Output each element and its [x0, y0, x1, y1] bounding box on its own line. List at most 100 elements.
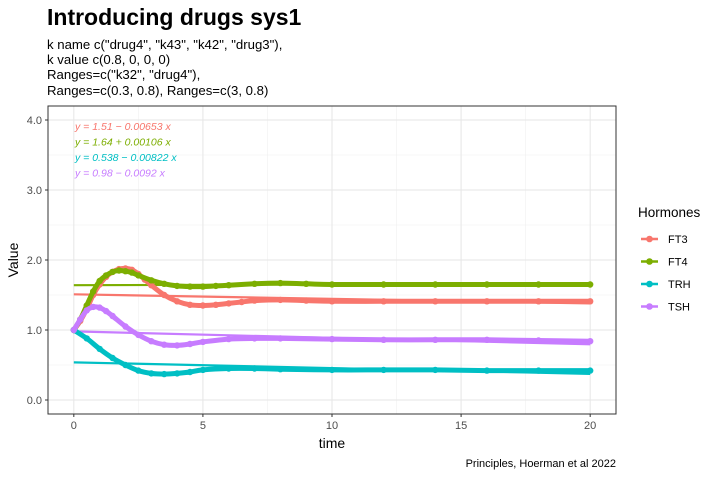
data-point-ft3: [251, 297, 258, 304]
data-point-ft4: [122, 268, 129, 275]
data-point-tsh: [96, 304, 103, 311]
x-tick-label: 10: [326, 420, 338, 432]
data-point-ft3: [173, 298, 181, 305]
legend: Hormones FT3 FT4 TRH TSH: [638, 205, 701, 314]
data-point-ft4: [586, 281, 594, 288]
data-point-trh: [122, 361, 129, 369]
legend-title: Hormones: [638, 205, 701, 220]
data-point-tsh: [89, 303, 97, 311]
data-point-tsh: [483, 336, 491, 343]
data-point-tsh: [102, 307, 110, 315]
data-point-tsh: [77, 316, 84, 323]
y-tick-label: 2.0: [27, 255, 42, 267]
data-point-trh: [148, 370, 155, 377]
x-tick-label: 5: [200, 420, 206, 432]
data-point-ft4: [225, 282, 232, 289]
data-point-ft4: [109, 268, 116, 276]
data-point-trh: [380, 366, 387, 374]
legend-key-dot: [646, 280, 653, 288]
data-point-ft3: [225, 300, 232, 307]
data-point-tsh: [328, 335, 336, 343]
data-point-tsh: [109, 312, 116, 320]
data-point-ft3: [302, 297, 310, 304]
data-point-ft4: [302, 280, 310, 287]
data-point-ft3: [238, 298, 245, 306]
data-point-ft4: [89, 288, 97, 295]
legend-key-dot: [646, 235, 653, 243]
axes: 0 5 10 15 20 0.0 1.0 2.0 3.0 4.0 time Value: [5, 115, 596, 451]
data-point-trh: [277, 366, 284, 373]
data-point-ft3: [186, 301, 194, 308]
data-point-ft4: [432, 281, 439, 288]
data-point-ft4: [135, 272, 142, 279]
subtitle-line: Ranges=c("k32", "drug4"),: [47, 67, 201, 83]
y-tick-label: 0.0: [27, 395, 42, 407]
subtitle-line: Ranges=c(0.3, 0.8), Ranges=c(3, 0.8): [47, 82, 269, 98]
legend-key-dot: [646, 258, 653, 265]
data-point-trh: [135, 367, 142, 374]
data-point-tsh: [225, 335, 232, 343]
fit-equations: y = 1.51 − 0.00653 x y = 1.64 + 0.00106 x…: [74, 121, 177, 180]
data-point-tsh: [135, 331, 142, 339]
fit-equation-ft4: y = 1.64 + 0.00106 x: [74, 137, 171, 149]
data-point-ft3: [199, 302, 207, 309]
x-axis-label: time: [319, 435, 346, 451]
data-point-ft3: [380, 298, 387, 305]
data-point-tsh: [83, 307, 90, 314]
data-point-tsh: [186, 340, 194, 348]
data-point-ft4: [115, 267, 123, 274]
data-point-ft3: [212, 301, 220, 308]
data-point-tsh: [432, 336, 439, 343]
fit-equation-tsh: y = 0.98 − 0.0092 x: [74, 168, 166, 180]
data-point-tsh: [173, 342, 181, 349]
grid: [48, 106, 616, 414]
subtitle-line: k name c("drug4", "k43", "k42", "drug3")…: [47, 37, 283, 52]
legend-label-trh: TRH: [668, 279, 691, 291]
legend-label-ft4: FT4: [668, 257, 688, 269]
data-point-ft4: [380, 281, 387, 288]
data-point-trh: [328, 366, 336, 374]
y-axis-label: Value: [5, 242, 21, 277]
data-point-tsh: [199, 338, 207, 346]
y-tick-label: 3.0: [27, 185, 42, 197]
data-point-trh: [160, 370, 168, 378]
data-point-trh: [251, 365, 258, 372]
data-point-ft4: [251, 280, 258, 287]
series-lines: [70, 265, 594, 378]
data-point-trh: [96, 345, 103, 353]
chart-caption: Principles, Hoerman et al 2022: [465, 458, 616, 470]
data-point-ft3: [328, 298, 336, 305]
data-point-trh: [586, 367, 594, 374]
data-point-tsh: [122, 323, 129, 330]
chart-title: Introducing drugs sys1: [47, 4, 302, 30]
data-point-ft3: [148, 282, 155, 289]
y-tick-label: 4.0: [27, 115, 42, 127]
data-point-ft4: [173, 282, 181, 290]
data-point-ft4: [199, 283, 207, 290]
data-point-ft4: [212, 282, 220, 290]
data-point-tsh: [586, 338, 594, 345]
data-point-trh: [483, 367, 491, 374]
data-point-trh: [83, 335, 90, 342]
data-point-ft3: [586, 298, 594, 305]
data-point-ft4: [535, 281, 542, 288]
data-point-tsh: [148, 338, 155, 345]
subtitle-line: k value c(0.8, 0, 0, 0): [47, 52, 171, 68]
x-tick-label: 20: [584, 420, 596, 432]
data-point-ft4: [102, 272, 110, 279]
data-point-tsh: [160, 341, 168, 348]
chart-subtitle: k name c("drug4", "k43", "k42", "drug3")…: [47, 37, 282, 98]
data-point-trh: [199, 366, 207, 374]
data-point-tsh: [251, 335, 258, 342]
fit-equation-trh: y = 0.538 − 0.00822 x: [74, 152, 177, 164]
data-point-ft3: [160, 291, 168, 299]
data-point-ft4: [148, 277, 155, 284]
data-point-ft4: [277, 279, 284, 287]
data-point-tsh: [70, 326, 78, 334]
data-point-ft4: [186, 283, 194, 290]
data-point-ft4: [328, 281, 336, 288]
data-point-tsh: [277, 335, 284, 342]
data-point-trh: [225, 365, 232, 372]
data-point-tsh: [535, 337, 542, 344]
